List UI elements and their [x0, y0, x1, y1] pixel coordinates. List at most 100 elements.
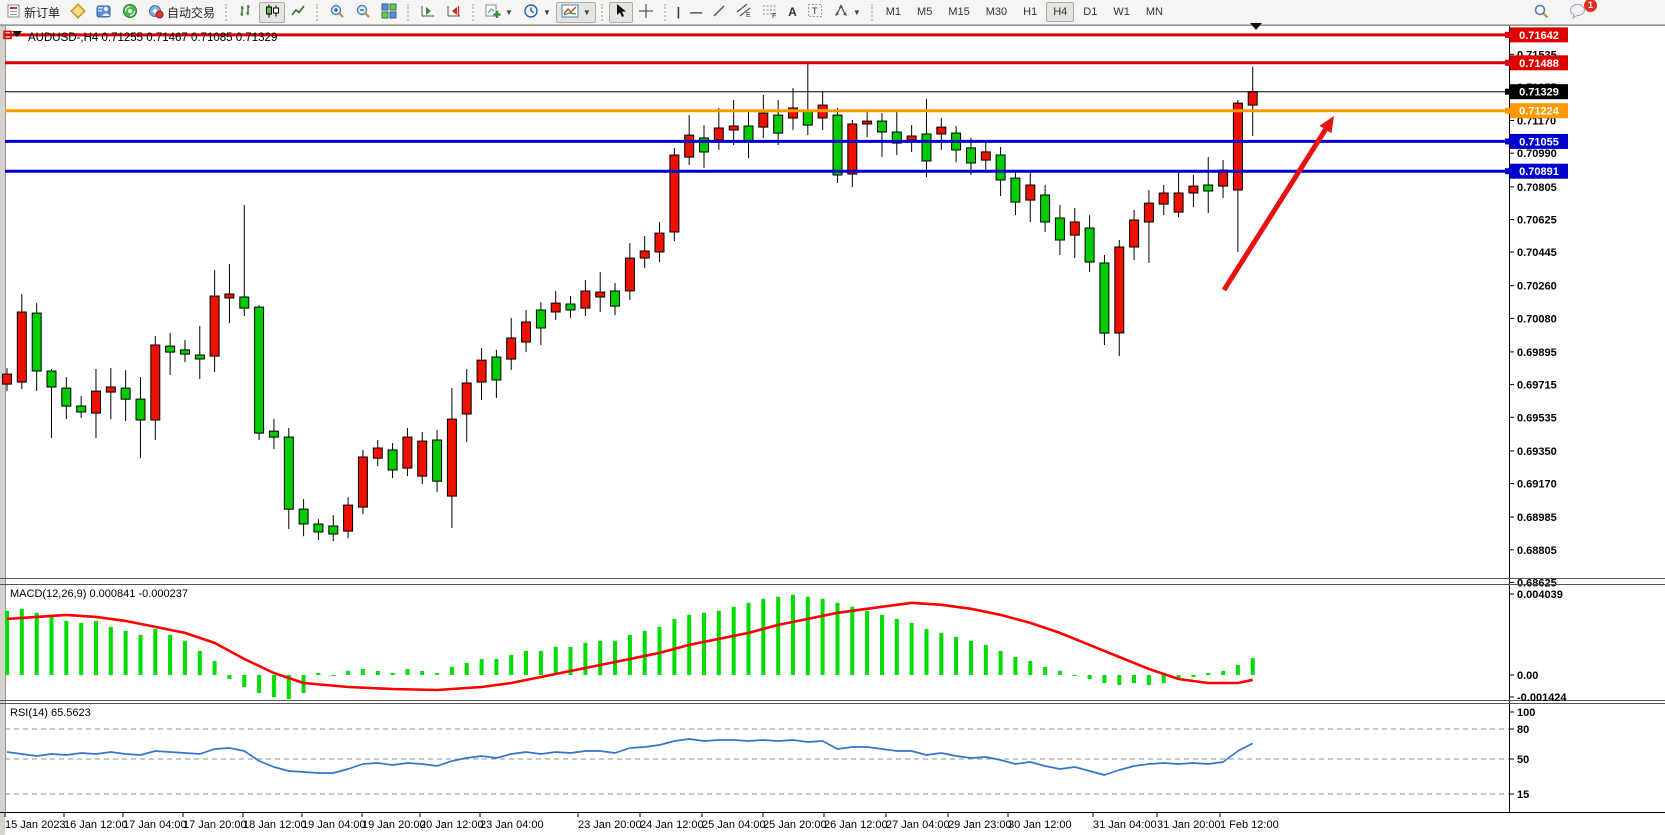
toolbar-grip [472, 3, 475, 21]
navigator-button[interactable] [117, 2, 143, 23]
horizontal-lines: 0.71642 0.71488 0.71329 0.71224 0.71055 0.708… [3, 27, 1568, 179]
svg-text:17 Jan 04:00: 17 Jan 04:00 [123, 819, 187, 831]
svg-text:29 Jan 23:00: 29 Jan 23:00 [948, 819, 1012, 831]
trend-arrow-annotation [1221, 116, 1334, 292]
svg-text:15 Jan 2023: 15 Jan 2023 [5, 819, 66, 831]
svg-text:0.69350: 0.69350 [1517, 446, 1557, 458]
svg-text:AUDUSD-,H4 0.71255 0.71467 0.: AUDUSD-,H4 0.71255 0.71467 0.71085 0.713… [28, 32, 277, 44]
clock-icon [523, 3, 539, 22]
toolbar-right-group: 1 [1528, 0, 1663, 23]
macd-pane: MACD(12,26,9) 0.000841 -0.000237 0.004039… [5, 588, 1567, 704]
svg-text:0.004039: 0.004039 [1517, 589, 1563, 601]
svg-text:24 Jan 12:00: 24 Jan 12:00 [640, 819, 704, 831]
horizontal-line-icon: — [690, 5, 703, 19]
notifications-button[interactable]: 1 [1564, 0, 1597, 23]
crosshair-button[interactable] [633, 2, 659, 23]
tile-windows-button[interactable] [376, 2, 402, 23]
dropdown-caret-icon: ▼ [542, 7, 551, 17]
timeframe-button-mn[interactable]: MN [1145, 6, 1163, 18]
auto-scroll-button[interactable] [415, 2, 441, 23]
svg-text:0.68805: 0.68805 [1517, 545, 1557, 557]
toolbar-grip [663, 3, 667, 21]
indicators-button[interactable]: ▼ [555, 1, 596, 23]
svg-text:80: 80 [1517, 724, 1529, 736]
text-tool-button[interactable]: A [783, 2, 802, 23]
dropdown-caret-icon: ▼ [582, 7, 591, 17]
svg-text:1 Feb 12:00: 1 Feb 12:00 [1220, 819, 1279, 831]
timeframe-button-h4[interactable]: H4 [1046, 2, 1075, 22]
text-tool-icon: A [788, 5, 797, 19]
line-chart-type-button[interactable] [285, 2, 311, 23]
candlestick-chart-type-button[interactable] [259, 1, 286, 23]
toolbar-grip [407, 3, 410, 21]
zoom-in-button[interactable] [324, 2, 350, 23]
svg-text:25 Jan 20:00: 25 Jan 20:00 [763, 819, 827, 831]
chart-marker-triangle [1250, 23, 1262, 30]
channel-icon: E [736, 3, 752, 21]
bar-chart-type-button[interactable] [233, 2, 259, 23]
dropdown-caret-icon: ▼ [505, 7, 513, 17]
new-order-button[interactable]: 新订单 [2, 2, 65, 23]
rsi-pane: RSI(14) 65.5623 100 80 50 15 [5, 707, 1535, 801]
svg-text:0.70080: 0.70080 [1517, 313, 1557, 325]
svg-text:0.69715: 0.69715 [1517, 380, 1557, 392]
market-watch-button[interactable] [65, 2, 91, 23]
zoom-out-button[interactable] [350, 2, 376, 23]
svg-text:19 Jan 04:00: 19 Jan 04:00 [302, 819, 366, 831]
new-chart-button[interactable]: ▼ [480, 2, 518, 23]
search-button[interactable] [1528, 2, 1554, 23]
bar-chart-icon [238, 3, 254, 22]
text-label-tool-button[interactable]: T [802, 2, 828, 23]
svg-text:20 Jan 12:00: 20 Jan 12:00 [420, 819, 484, 831]
timeframe-button-m1[interactable]: M1 [885, 6, 902, 18]
auto-trading-button[interactable]: 自动交易 [143, 2, 220, 23]
svg-text:50: 50 [1517, 754, 1529, 766]
svg-text:0.70260: 0.70260 [1517, 281, 1557, 293]
svg-text:0.71488: 0.71488 [1519, 58, 1559, 70]
svg-text:0.70805: 0.70805 [1517, 182, 1557, 194]
data-window-button[interactable] [91, 2, 117, 23]
chart-shift-icon [446, 3, 462, 22]
svg-text:T: T [812, 6, 818, 16]
svg-text:0.71642: 0.71642 [1519, 30, 1559, 42]
timeframe-button-w1[interactable]: W1 [1113, 6, 1130, 18]
svg-text:23 Jan 20:00: 23 Jan 20:00 [578, 819, 642, 831]
svg-text:0.70445: 0.70445 [1517, 247, 1557, 259]
vertical-line-tool-button[interactable]: | [672, 2, 685, 23]
svg-text:27 Jan 04:00: 27 Jan 04:00 [886, 819, 950, 831]
fibonacci-icon: F [762, 3, 778, 21]
trendline-tool-button[interactable] [707, 2, 731, 23]
timeframe-button-m30[interactable]: M30 [985, 6, 1008, 18]
svg-text:18 Jan 12:00: 18 Jan 12:00 [243, 819, 307, 831]
svg-text:0.69895: 0.69895 [1517, 347, 1557, 359]
toolbar-grip [316, 3, 319, 21]
search-icon [1533, 3, 1549, 22]
zoom-out-icon [355, 3, 371, 22]
text-label-icon: T [807, 3, 823, 21]
timeframe-button-m5[interactable]: M5 [917, 6, 933, 18]
fibonacci-tool-button[interactable]: F [757, 2, 783, 23]
clock-button[interactable]: ▼ [518, 2, 556, 23]
timeframe-button-d1[interactable]: D1 [1083, 6, 1098, 18]
toolbar-grip [870, 3, 874, 21]
channel-tool-button[interactable]: E [731, 2, 757, 23]
cursor-button[interactable] [608, 1, 633, 23]
svg-text:MACD(12,26,9) 0.000841 -0.0002: MACD(12,26,9) 0.000841 -0.000237 [10, 588, 188, 600]
timeframe-button-m15[interactable]: M15 [948, 6, 970, 18]
notification-badge: 1 [1584, 0, 1597, 12]
arrows-tool-button[interactable]: ▼ [828, 2, 866, 23]
svg-text:100: 100 [1517, 707, 1535, 719]
chart-shift-button[interactable] [441, 2, 467, 23]
timeframe-toolbar: M1 M5 M15 M30 H1 H4 D1 W1 MN [879, 2, 1170, 22]
svg-text:30 Jan 12:00: 30 Jan 12:00 [1008, 819, 1072, 831]
timeframe-button-h1[interactable]: H1 [1023, 6, 1038, 18]
horizontal-line-tool-button[interactable]: — [685, 2, 707, 23]
toolbar-grip [225, 3, 228, 21]
svg-text:0.68985: 0.68985 [1517, 512, 1557, 524]
svg-text:-0.001424: -0.001424 [1517, 692, 1567, 704]
zoom-in-icon [329, 3, 345, 22]
